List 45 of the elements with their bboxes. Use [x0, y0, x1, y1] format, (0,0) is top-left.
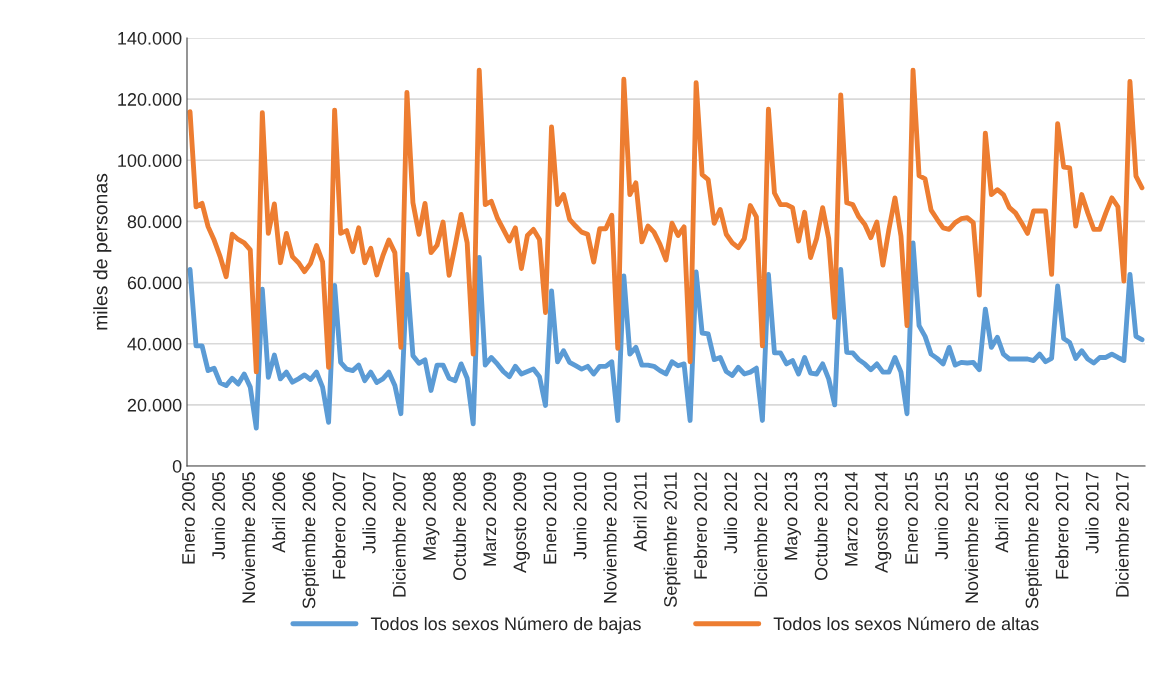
legend-label: Todos los sexos Número de altas	[773, 616, 1039, 631]
x-tick-label: Junio 2010	[573, 472, 587, 560]
x-tick-label: Marzo 2009	[483, 472, 497, 566]
x-tick-label: Noviembre 2005	[241, 472, 256, 603]
x-tick-label: Mayo 2008	[423, 472, 440, 560]
y-tick-label: 140.000	[118, 31, 182, 45]
y-tick-label: 120.000	[118, 93, 182, 106]
x-tick-label: Octubre 2013	[814, 472, 828, 581]
x-tick-label: Octubre 2008	[452, 472, 466, 581]
x-tick-label: Diciembre 2012	[753, 472, 768, 597]
y-tick-label: 40.000	[127, 337, 182, 351]
y-tick-label: 100.000	[118, 154, 182, 168]
x-tick-label: Septiembre 2016	[1025, 472, 1042, 609]
x-tick-label: Noviembre 2015	[964, 472, 979, 603]
y-tick-label: 0	[172, 459, 182, 473]
x-tick-label: Febrero 2007	[332, 472, 346, 579]
line-series	[187, 240, 1145, 431]
y-axis-title: miles de personas	[93, 173, 112, 330]
x-tick-label: Febrero 2012	[693, 472, 707, 579]
x-tick-label: Diciembre 2017	[1115, 472, 1129, 597]
line-series	[187, 67, 1145, 375]
x-tick-label: Noviembre 2010	[603, 472, 617, 603]
x-tick-label: Septiembre 2011	[663, 472, 681, 607]
x-tick-label: Abril 2016	[994, 472, 1009, 553]
y-tick-label: 20.000	[127, 398, 182, 412]
x-tick-label: Julio 2012	[723, 472, 738, 554]
x-tick-label: Mayo 2013	[784, 472, 801, 560]
x-tick-label: Abril 2011	[633, 472, 647, 552]
x-tick-label: Agosto 2014	[874, 472, 892, 573]
x-tick-label: Julio 2017	[1085, 472, 1099, 554]
x-tick-label: Marzo 2014	[844, 472, 858, 566]
y-tick-label: 80.000	[127, 215, 182, 229]
x-tick-label: Enero 2010	[543, 472, 557, 564]
x-tick-label: Febrero 2017	[1055, 472, 1069, 579]
x-tick-label: Diciembre 2007	[392, 472, 406, 597]
x-tick-label: Septiembre 2006	[302, 472, 319, 609]
x-tick-label: Abril 2006	[271, 472, 286, 553]
x-tick-label: Enero 2015	[905, 472, 918, 564]
x-tick-label: Enero 2005	[182, 472, 195, 564]
legend-label: Todos los sexos Número de bajas	[370, 616, 641, 634]
y-tick-label: 60.000	[127, 276, 182, 290]
x-tick-label: Julio 2007	[362, 472, 376, 554]
x-tick-label: Agosto 2009	[513, 472, 530, 573]
x-tick-label: Junio 2005	[211, 472, 225, 560]
x-tick-label: Junio 2015	[934, 472, 948, 560]
